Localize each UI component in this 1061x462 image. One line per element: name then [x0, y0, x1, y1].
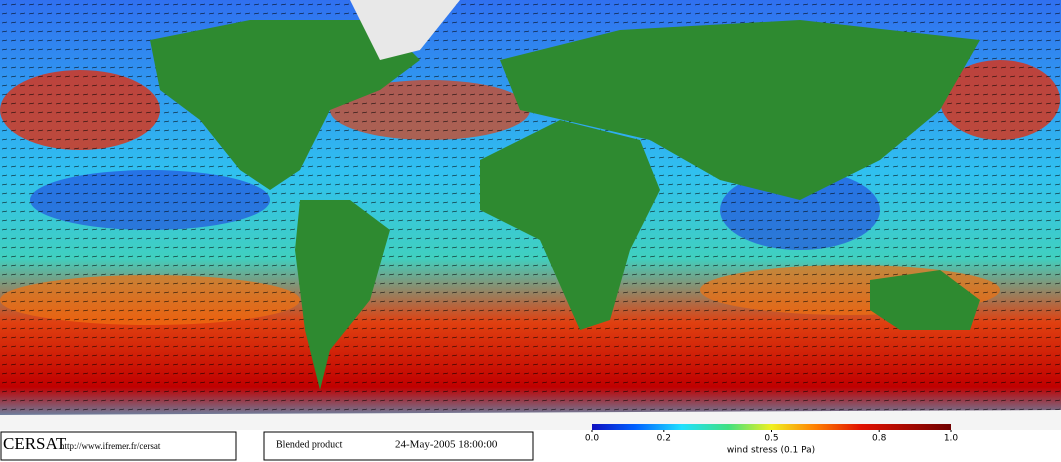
url: http://www.ifremer.fr/cersat: [60, 441, 161, 451]
date: 24-May-2005 18:00:00: [395, 439, 498, 451]
product-box: [263, 431, 534, 461]
colorbar: [592, 424, 951, 430]
logo: CERSAT: [3, 434, 67, 453]
product: Blended product: [276, 439, 343, 450]
land: [0, 0, 1061, 430]
colorbar-tick-label: 0.8: [872, 434, 887, 444]
colorbar-tick-label: 0.5: [764, 434, 778, 444]
colorbar-tick-label: 0.2: [657, 434, 671, 444]
colorbar-label: wind stress (0.1 Pa): [727, 446, 815, 456]
colorbar-tick-label: 1.0: [944, 434, 959, 444]
colorbar-tick-label: 0.0: [585, 434, 600, 444]
logo-box: [0, 431, 237, 461]
